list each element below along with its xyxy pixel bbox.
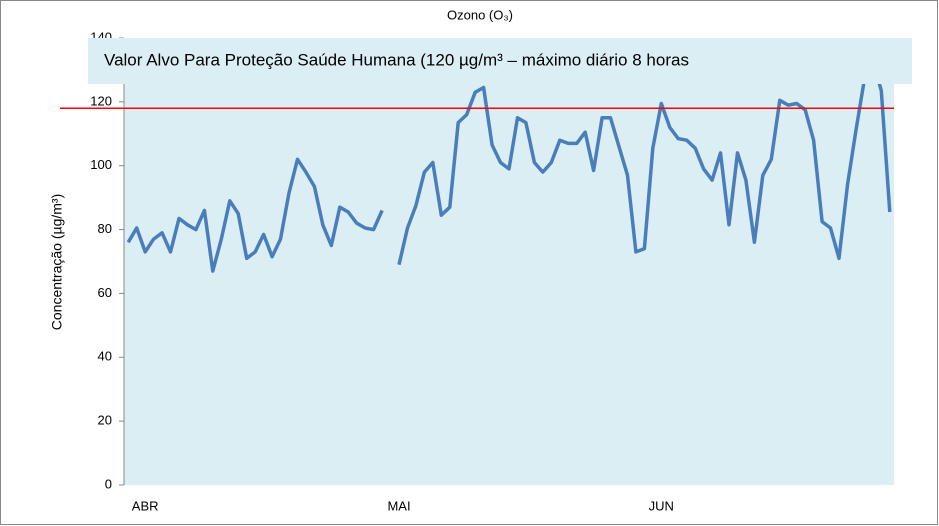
y-tick-label: 120 [90, 93, 112, 108]
y-axis-label: Concentração (µg/m³) [49, 194, 65, 330]
x-tick-label: MAI [387, 498, 410, 513]
plot-area [124, 38, 894, 485]
y-tick-label: 80 [98, 221, 112, 236]
y-tick-label: 60 [98, 285, 112, 300]
x-tick-label: JUN [649, 498, 674, 513]
annotation: Valor Alvo Para Proteção Saúde Humana (1… [104, 50, 689, 69]
data-line [397, 58, 892, 266]
y-tick-label: 20 [98, 413, 112, 428]
y-tick-label: 100 [90, 157, 112, 172]
x-tick-label: ABR [132, 498, 159, 513]
annotation-box [88, 38, 912, 84]
data-line [126, 157, 384, 273]
y-tick-label: 40 [98, 349, 112, 364]
y-tick-label: 0 [105, 476, 112, 491]
chart-title: Ozono (O₃) [447, 7, 513, 22]
